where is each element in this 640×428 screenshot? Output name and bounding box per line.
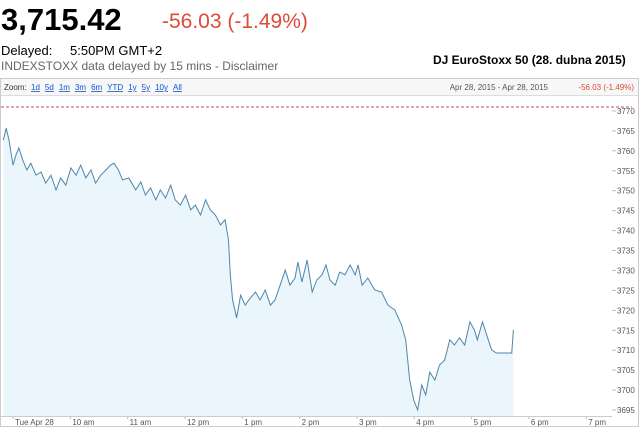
area <box>3 128 514 416</box>
price: 3,715.42 <box>1 2 122 37</box>
y-tick-label: 3745 <box>617 207 635 216</box>
x-tick-label: Tue Apr 28 <box>15 418 54 427</box>
y-tick-label: 3725 <box>617 286 635 295</box>
range: Apr 28, 2015 - Apr 28, 2015 <box>450 83 549 92</box>
x-tick-label: 12 pm <box>187 418 210 427</box>
line <box>2 127 514 412</box>
y-tick-label: 3705 <box>617 366 635 375</box>
zoom-option[interactable]: 5y <box>142 83 150 92</box>
x-tick-label: 4 pm <box>416 418 434 427</box>
x-tick-label: 10 am <box>72 418 95 427</box>
range-change: -56.03 (-1.49%) <box>578 83 634 92</box>
x-tick-label: 3 pm <box>359 418 377 427</box>
y-tick-label: 3765 <box>617 127 635 136</box>
y-tick-label: 3770 <box>617 107 635 116</box>
zoom-option[interactable]: 3m <box>75 83 86 92</box>
delay-note: INDEXSTOXX data delayed by 15 mins - Dis… <box>1 59 278 73</box>
y-tick-label: 3760 <box>617 147 635 156</box>
zoom-option[interactable]: 10y <box>155 83 168 92</box>
zoom-option[interactable]: 5d <box>45 83 54 92</box>
chart-title: DJ EuroStoxx 50 (28. dubna 2015) <box>433 53 626 67</box>
x-tick-label: 11 am <box>130 418 152 427</box>
zoom-label: Zoom: <box>4 83 27 92</box>
y-tick-label: 3730 <box>617 266 635 275</box>
y-tick-label: 3710 <box>617 346 635 355</box>
x-tick-label: 1 pm <box>244 418 262 427</box>
y-tick-label: 3715 <box>617 326 635 335</box>
x-tick-label: 2 pm <box>302 418 320 427</box>
x-tick-label: 5 pm <box>474 418 492 427</box>
zoom-option[interactable]: 1y <box>128 83 136 92</box>
delayed-label: Delayed: <box>1 43 52 58</box>
y-tick-label: 3720 <box>617 306 635 315</box>
price-change: -56.03 (-1.49%) <box>162 10 308 33</box>
y-tick-label: 3695 <box>617 406 635 415</box>
y-tick-label: 3750 <box>617 187 635 196</box>
y-tick-label: 3740 <box>617 227 635 236</box>
zoom-option[interactable]: 1m <box>59 83 70 92</box>
x-tick-label: 7 pm <box>588 418 606 427</box>
y-tick-label: 3735 <box>617 247 635 256</box>
x-tick-label: 6 pm <box>531 418 549 427</box>
zoom-option[interactable]: YTD <box>107 83 123 92</box>
toolbar <box>1 79 638 95</box>
zoom-option[interactable]: 6m <box>91 83 102 92</box>
zoom-option[interactable]: All <box>173 83 182 92</box>
delayed-time: 5:50PM GMT+2 <box>70 43 162 58</box>
zoom-option[interactable]: 1d <box>31 83 40 92</box>
y-tick-label: 3700 <box>617 386 635 395</box>
y-tick-label: 3755 <box>617 167 635 176</box>
